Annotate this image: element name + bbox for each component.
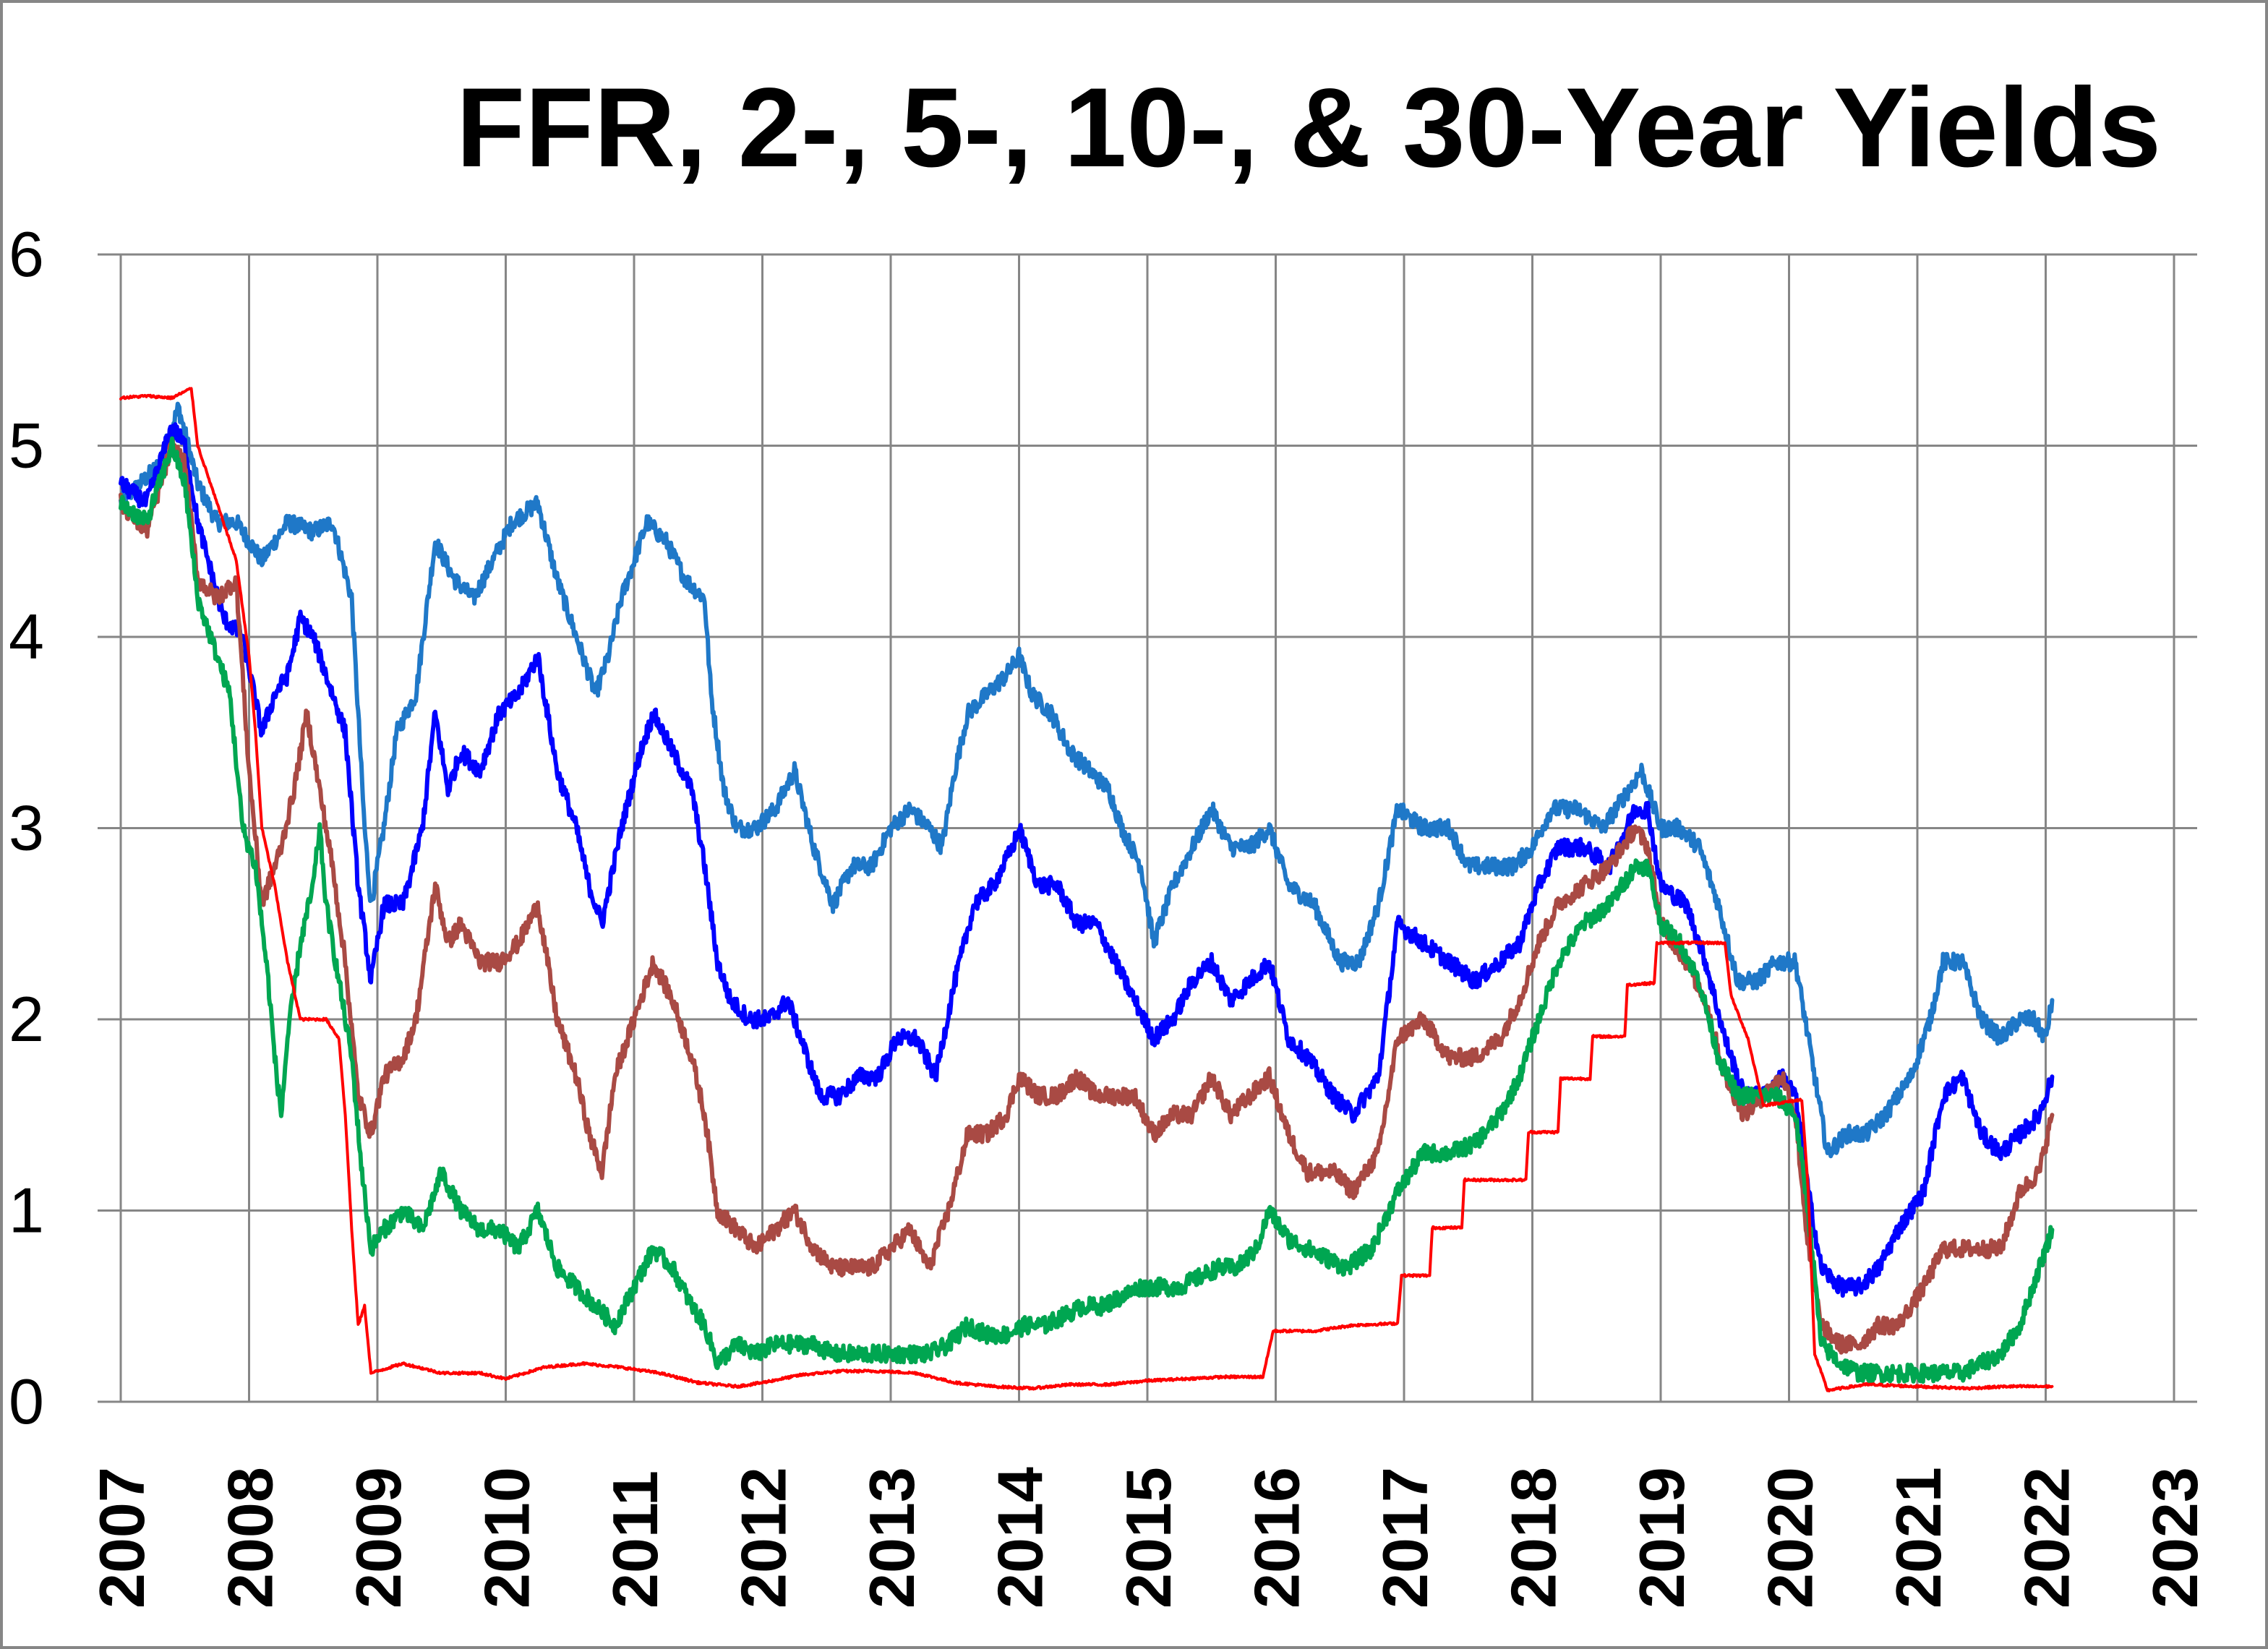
gridlines (98, 253, 2197, 1403)
x-tick-label: 2021 (1883, 1467, 1954, 1609)
y-tick-label: 3 (9, 792, 44, 864)
y-tick-label: 1 (9, 1175, 44, 1246)
x-tick-label: 2016 (1241, 1467, 1313, 1609)
x-tick-label: 2023 (2139, 1467, 2211, 1609)
x-tick-label: 2013 (856, 1467, 928, 1609)
series-line-4 (119, 387, 2054, 1392)
x-tick-label: 2009 (343, 1467, 414, 1609)
x-tick-label: 2015 (1113, 1467, 1184, 1609)
chart-title: FFR, 2-, 5-, 10-, & 30-Year Yields (456, 65, 2161, 191)
series-lines (119, 387, 2055, 1392)
y-tick-label: 0 (9, 1366, 44, 1437)
x-tick-label: 2010 (471, 1467, 543, 1609)
x-axis-ticks: 2007 2008 2009 2010 2011 2012 2013 2014 2015 2016… (86, 1467, 2211, 1609)
y-axis-ticks: 0 1 2 3 4 5 6 (9, 218, 44, 1437)
x-tick-label: 2017 (1369, 1467, 1441, 1609)
series-line-3 (119, 436, 2055, 1384)
y-tick-label: 4 (9, 601, 44, 672)
x-tick-label: 2008 (215, 1467, 286, 1609)
x-tick-label: 2022 (2011, 1467, 2083, 1609)
series-line-0 (119, 401, 2055, 1159)
x-tick-label: 2019 (1626, 1467, 1698, 1609)
x-tick-label: 2011 (599, 1470, 671, 1609)
y-tick-label: 5 (9, 410, 44, 481)
y-tick-label: 6 (9, 218, 44, 290)
x-tick-label: 2014 (985, 1467, 1056, 1609)
x-tick-label: 2012 (728, 1467, 800, 1609)
x-tick-label: 2018 (1498, 1467, 1570, 1609)
series-line-1 (119, 422, 2055, 1298)
x-tick-label: 2007 (86, 1467, 158, 1609)
y-tick-label: 2 (9, 983, 44, 1055)
x-tick-label: 2020 (1755, 1467, 1826, 1609)
